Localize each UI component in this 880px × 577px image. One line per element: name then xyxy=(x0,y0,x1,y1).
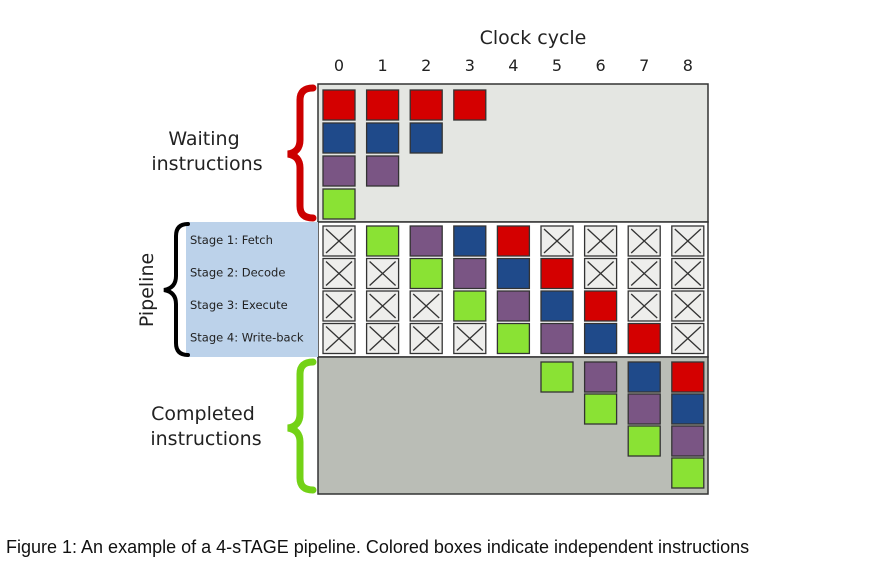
instruction-box-green xyxy=(409,257,443,290)
instruction-box-purple xyxy=(409,225,443,257)
cycle-label: 6 xyxy=(596,56,606,75)
completed-label-line2: instructions xyxy=(150,428,261,450)
instruction-box-purple xyxy=(496,290,531,322)
empty-slot xyxy=(540,225,574,257)
instruction-box-red xyxy=(496,225,531,257)
waiting-label-line2: instructions xyxy=(151,153,262,175)
empty-slot xyxy=(365,322,400,355)
instruction-box-blue xyxy=(627,361,661,393)
pipeline-brace xyxy=(163,222,190,357)
instruction-box-purple xyxy=(583,361,618,393)
instruction-box-red xyxy=(671,361,705,393)
instruction-box-red xyxy=(409,89,443,121)
instruction-box-blue xyxy=(322,122,356,154)
completed-label-line1: Completed xyxy=(151,403,255,425)
stage-labels: Stage 1: Fetch Stage 2: Decode Stage 3: Ex… xyxy=(190,233,304,345)
instruction-box-red xyxy=(540,257,574,290)
waiting-instructions xyxy=(322,89,487,220)
instruction-box-green xyxy=(627,425,661,457)
empty-slot xyxy=(365,257,400,290)
instruction-box-red xyxy=(627,322,661,355)
empty-slot xyxy=(671,290,705,322)
waiting-label-line1: Waiting xyxy=(168,128,239,150)
pipeline-label: Pipeline xyxy=(136,253,158,327)
instruction-box-purple xyxy=(322,155,356,187)
completed-label: Completed instructions xyxy=(150,403,261,450)
instruction-box-red xyxy=(453,89,487,121)
figure-caption: Figure 1: An example of a 4-sTAGE pipeli… xyxy=(6,537,750,557)
stage-label: Stage 2: Decode xyxy=(190,266,285,280)
instruction-box-green xyxy=(671,457,705,489)
instruction-box-purple xyxy=(540,322,574,355)
completed-brace xyxy=(287,358,317,494)
clock-cycle-title: Clock cycle xyxy=(480,27,587,49)
waiting-label: Waiting instructions xyxy=(151,128,262,175)
cycle-label: 3 xyxy=(465,56,475,75)
cycle-labels: 0 1 2 3 4 5 6 7 8 xyxy=(334,56,693,75)
stage-label: Stage 3: Execute xyxy=(190,298,288,312)
empty-slot xyxy=(453,322,487,355)
empty-slot xyxy=(671,322,705,355)
instruction-box-green xyxy=(540,361,574,393)
cycle-label: 0 xyxy=(334,56,344,75)
stage-label-panel xyxy=(186,222,318,357)
instruction-box-blue xyxy=(671,393,705,425)
instruction-box-green xyxy=(322,188,356,220)
empty-slot xyxy=(583,257,618,290)
pipeline-grid xyxy=(322,225,705,355)
instruction-box-blue xyxy=(365,122,400,154)
cycle-label: 5 xyxy=(552,56,562,75)
cycle-label: 4 xyxy=(508,56,518,75)
empty-slot xyxy=(409,290,443,322)
empty-slot xyxy=(322,322,356,355)
instruction-box-blue xyxy=(409,122,443,154)
empty-slot xyxy=(627,225,661,257)
instruction-box-purple xyxy=(365,155,400,187)
instruction-box-blue xyxy=(496,257,531,290)
instruction-box-green xyxy=(583,393,618,425)
empty-slot xyxy=(671,225,705,257)
instruction-box-purple xyxy=(627,393,661,425)
empty-slot xyxy=(322,257,356,290)
instruction-box-blue xyxy=(453,225,487,257)
empty-slot xyxy=(627,290,661,322)
instruction-box-red xyxy=(365,89,400,121)
waiting-brace xyxy=(287,84,317,222)
stage-label: Stage 4: Write-back xyxy=(190,331,304,345)
instruction-box-green xyxy=(365,225,400,257)
empty-slot xyxy=(627,257,661,290)
empty-slot xyxy=(322,225,356,257)
cycle-label: 8 xyxy=(683,56,693,75)
cycle-label: 7 xyxy=(639,56,649,75)
empty-slot xyxy=(583,225,618,257)
empty-slot xyxy=(671,257,705,290)
cycle-label: 2 xyxy=(421,56,431,75)
instruction-box-green xyxy=(496,322,531,355)
instruction-box-green xyxy=(453,290,487,322)
empty-slot xyxy=(365,290,400,322)
empty-slot xyxy=(322,290,356,322)
instruction-box-red xyxy=(583,290,618,322)
instruction-box-blue xyxy=(583,322,618,355)
completed-instructions xyxy=(540,361,705,489)
instruction-box-purple xyxy=(671,425,705,457)
cycle-label: 1 xyxy=(378,56,388,75)
instruction-box-red xyxy=(322,89,356,121)
instruction-box-purple xyxy=(453,257,487,290)
empty-slot xyxy=(409,322,443,355)
stage-label: Stage 1: Fetch xyxy=(190,233,273,247)
instruction-box-blue xyxy=(540,290,574,322)
